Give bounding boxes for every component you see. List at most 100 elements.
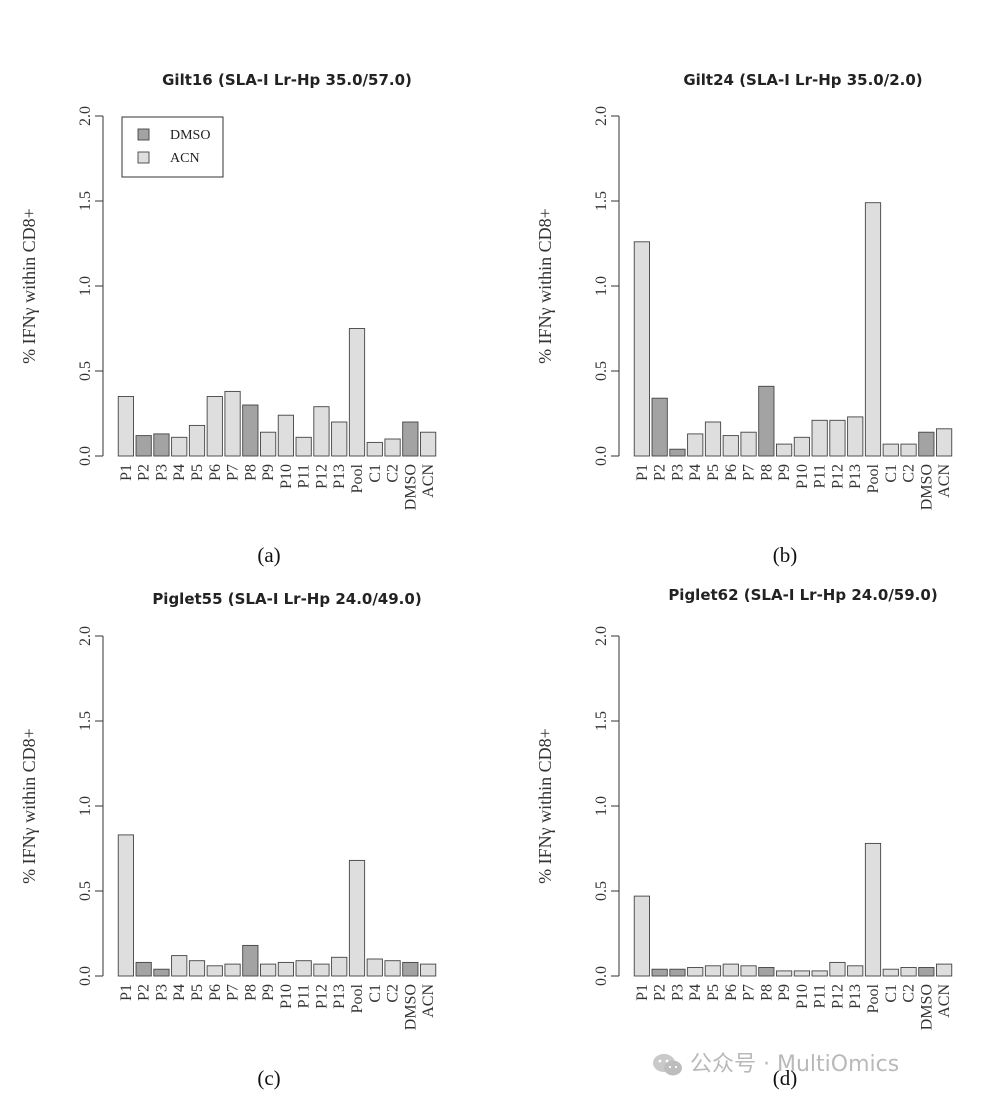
legend-swatch-acn bbox=[137, 151, 150, 164]
bar-P13 bbox=[331, 421, 348, 457]
x-tick-label: C1 bbox=[367, 984, 384, 1003]
x-tick-label: P7 bbox=[741, 464, 758, 481]
x-tick-label: P6 bbox=[723, 464, 740, 481]
bar-P1 bbox=[633, 241, 650, 457]
bar-P9 bbox=[260, 431, 277, 457]
chart-panel-3: Piglet55 (SLA-I Lr-Hp 24.0/49.0) 0.0 0.5 1.… bbox=[19, 590, 437, 1090]
bar-ACN bbox=[936, 428, 953, 457]
x-tick-label: P9 bbox=[776, 984, 793, 1001]
bar-P11 bbox=[295, 436, 312, 457]
bar-P2 bbox=[651, 968, 668, 977]
bar-P8 bbox=[242, 404, 259, 457]
x-tick-label: P2 bbox=[652, 464, 669, 481]
bar-DMSO bbox=[402, 961, 419, 977]
x-tick-label: P13 bbox=[847, 984, 864, 1009]
bar-C1 bbox=[882, 968, 899, 977]
x-tick-label: P6 bbox=[207, 464, 224, 481]
y-tick-label: 1.0 bbox=[593, 796, 610, 816]
y-tick-label: 0.0 bbox=[77, 446, 94, 466]
x-tick-label: P11 bbox=[812, 984, 829, 1008]
chart-panel-2: Gilt24 (SLA-I Lr-Hp 35.0/2.0) 0.0 0.5 1.0 1.… bbox=[535, 71, 953, 567]
x-tick-label: P5 bbox=[189, 464, 206, 481]
y-tick-label: 0.5 bbox=[593, 881, 610, 901]
x-tick-label: P4 bbox=[171, 984, 188, 1001]
x-tick-label: C1 bbox=[367, 464, 384, 483]
x-tick-label: Pool bbox=[865, 983, 882, 1013]
bar-P3 bbox=[153, 968, 170, 977]
y-axis-label: % IFNγ within CD8+ bbox=[19, 728, 39, 884]
bar-Pool bbox=[864, 202, 882, 457]
bar-Pool bbox=[348, 328, 366, 457]
y-tick-label: 2.0 bbox=[593, 626, 610, 646]
x-tick-label: P8 bbox=[242, 464, 259, 481]
x-tick-label: P1 bbox=[634, 984, 651, 1001]
watermark: 公众号 · MultiOmics bbox=[652, 1046, 899, 1078]
bar-P3 bbox=[669, 968, 686, 977]
bar-P6 bbox=[206, 396, 223, 457]
legend-label-dmso: DMSO bbox=[170, 128, 210, 143]
x-tick-label: ACN bbox=[420, 464, 437, 498]
legend: DMSO ACN bbox=[121, 116, 224, 178]
y-tick-label: 1.0 bbox=[77, 796, 94, 816]
x-tick-label: P13 bbox=[331, 464, 348, 489]
bar-P4 bbox=[687, 967, 704, 977]
bar-P7 bbox=[224, 963, 241, 977]
x-tick-label: P1 bbox=[118, 464, 135, 481]
y-tick-label: 2.0 bbox=[593, 106, 610, 126]
x-tick-label: P6 bbox=[207, 984, 224, 1001]
y-tick-label: 0.0 bbox=[593, 446, 610, 466]
legend-swatch-dmso bbox=[137, 128, 150, 141]
bar-P11 bbox=[811, 419, 828, 457]
y-tick-label: 0.5 bbox=[593, 361, 610, 381]
bar-P9 bbox=[776, 970, 793, 977]
wechat-icon bbox=[653, 1054, 682, 1076]
bar-P9 bbox=[776, 443, 793, 457]
x-tick-label: DMSO bbox=[402, 984, 419, 1030]
x-tick-label: P13 bbox=[331, 984, 348, 1009]
x-tick-label: P8 bbox=[758, 464, 775, 481]
y-tick-label: 1.5 bbox=[77, 191, 94, 211]
bar-P13 bbox=[847, 965, 864, 977]
bar-C2 bbox=[384, 960, 401, 977]
x-tick-label: ACN bbox=[420, 984, 437, 1018]
y-tick-label: 1.0 bbox=[77, 276, 94, 296]
x-tick-label: P11 bbox=[812, 464, 829, 488]
y-tick-label: 0.0 bbox=[77, 966, 94, 986]
x-tick-label: P10 bbox=[278, 984, 295, 1009]
legend-box bbox=[121, 116, 224, 178]
x-tick-label: P4 bbox=[171, 464, 188, 481]
x-tick-label: Pool bbox=[865, 463, 882, 493]
bar-P11 bbox=[295, 960, 312, 977]
watermark-text: 公众号 · MultiOmics bbox=[690, 1052, 900, 1077]
y-axis-label: % IFNγ within CD8+ bbox=[535, 728, 555, 884]
bar-ACN bbox=[420, 963, 437, 977]
x-tick-label: P12 bbox=[313, 464, 330, 489]
bar-P7 bbox=[224, 390, 241, 457]
x-tick-label: DMSO bbox=[918, 984, 935, 1030]
bar-DMSO bbox=[402, 421, 419, 457]
x-tick-label: P2 bbox=[136, 464, 153, 481]
bar-P5 bbox=[188, 424, 206, 457]
chart-panel-1: Gilt16 (SLA-I Lr-Hp 35.0/57.0) 0.0 0.5 1.0 1… bbox=[19, 71, 437, 567]
bar-P1 bbox=[117, 396, 134, 457]
bar-C1 bbox=[366, 441, 383, 457]
x-tick-label: P9 bbox=[260, 464, 277, 481]
x-tick-label: P9 bbox=[776, 464, 793, 481]
x-tick-label: DMSO bbox=[402, 464, 419, 510]
panel-label: (c) bbox=[257, 1066, 280, 1090]
x-tick-label: ACN bbox=[936, 984, 953, 1018]
panel-label: (a) bbox=[257, 543, 280, 567]
bar-ACN bbox=[420, 431, 437, 457]
bar-Pool bbox=[348, 859, 366, 977]
y-axis-label: % IFNγ within CD8+ bbox=[19, 208, 39, 364]
y-tick-label: 1.5 bbox=[77, 711, 94, 731]
panel-label: (d) bbox=[773, 1066, 798, 1090]
y-tick-label: 1.0 bbox=[593, 276, 610, 296]
x-tick-label: P1 bbox=[634, 464, 651, 481]
y-axis-label: % IFNγ within CD8+ bbox=[535, 208, 555, 364]
x-tick-label: P12 bbox=[313, 984, 330, 1009]
x-tick-label: P6 bbox=[723, 984, 740, 1001]
bar-P8 bbox=[758, 385, 775, 457]
bar-ACN bbox=[936, 963, 953, 977]
bar-P13 bbox=[331, 956, 348, 977]
